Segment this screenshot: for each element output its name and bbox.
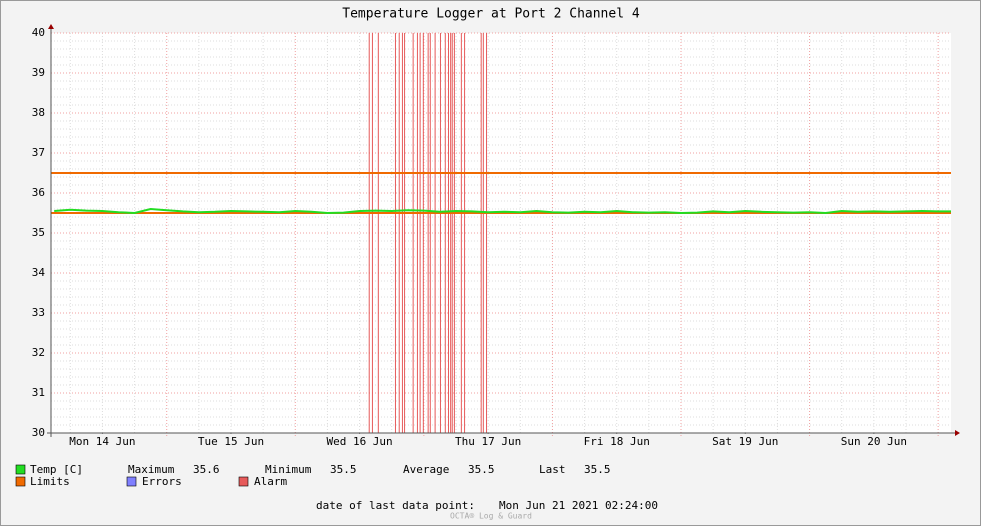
y-tick-label: 38 [32,106,45,119]
stat-label: Maximum [128,463,175,476]
legend-label: Alarm [254,475,287,488]
y-tick-label: 32 [32,346,45,359]
stat-label: Average [403,463,449,476]
last-point-label: date of last data point: [316,499,475,512]
y-tick-label: 30 [32,426,45,439]
y-tick-label: 31 [32,386,45,399]
y-tick-label: 39 [32,66,45,79]
x-tick-label: Wed 16 Jun [326,435,392,448]
footer: OCTA® Log & Guard [450,512,532,521]
x-tick-label: Tue 15 Jun [198,435,264,448]
y-tick-label: 36 [32,186,45,199]
y-tick-label: 33 [32,306,45,319]
x-tick-label: Sat 19 Jun [712,435,778,448]
legend-swatch [15,464,26,475]
x-tick-label: Sun 20 Jun [841,435,907,448]
stat-value: 35.5 [584,463,611,476]
axis-arrow [48,24,54,29]
x-tick-label: Thu 17 Jun [455,435,521,448]
x-tick-label: Fri 18 Jun [584,435,650,448]
legend-swatch [15,476,26,487]
y-tick-label: 34 [32,266,46,279]
axis-arrow [955,430,960,436]
stat-value: 35.6 [193,463,220,476]
stat-label: Minimum [265,463,312,476]
x-tick-label: Mon 14 Jun [69,435,135,448]
legend-swatch [126,476,137,487]
y-tick-label: 40 [32,26,45,39]
last-point: Mon Jun 21 2021 02:24:00 [499,499,658,512]
stat-value: 35.5 [330,463,357,476]
legend-label: Errors [142,475,182,488]
legend-swatch [238,476,249,487]
y-tick-label: 37 [32,146,45,159]
chart-title: Temperature Logger at Port 2 Channel 4 [342,7,640,22]
legend-label: Temp [C] [30,463,83,476]
y-tick-label: 35 [32,226,45,239]
stat-label: Last [539,463,566,476]
legend-label: Limits [30,475,70,488]
temp-line [54,207,951,215]
stat-value: 35.5 [468,463,495,476]
